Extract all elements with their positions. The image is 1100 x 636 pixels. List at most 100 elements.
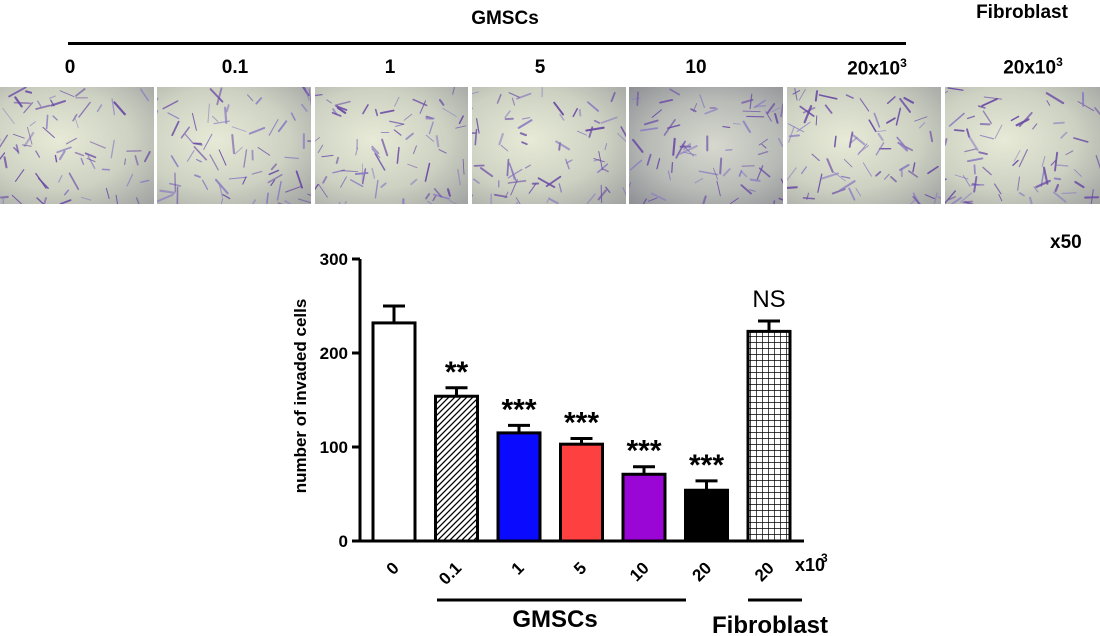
cell-mark <box>578 109 582 117</box>
cell-mark <box>983 96 1002 100</box>
cell-mark <box>315 93 323 97</box>
cell-mark <box>496 93 502 104</box>
cell-mark <box>820 172 839 180</box>
cell-mark <box>270 163 278 171</box>
cell-mark <box>978 151 988 156</box>
cell-mark <box>371 148 381 159</box>
cell-mark <box>1090 189 1094 204</box>
gmsc-group-title: GMSCs <box>471 8 539 29</box>
cell-mark <box>954 174 969 180</box>
cell-mark <box>839 180 856 192</box>
cell-mark <box>555 140 571 151</box>
cell-mark <box>113 101 126 116</box>
cell-mark <box>435 135 440 148</box>
cell-mark <box>504 110 511 119</box>
cell-mark <box>167 112 180 120</box>
cell-mark <box>848 131 854 148</box>
cell-mark <box>457 168 461 186</box>
cell-mark <box>308 88 311 107</box>
cell-mark <box>371 145 380 155</box>
cell-mark <box>349 179 364 188</box>
cell-mark <box>873 112 881 128</box>
panel-label-10: 10 <box>685 57 707 78</box>
cell-mark <box>855 187 862 197</box>
cell-mark <box>194 174 201 178</box>
cell-mark <box>395 123 404 127</box>
cell-mark <box>207 103 210 123</box>
cell-mark <box>410 178 418 186</box>
micrograph-20-fibroblast <box>945 87 1100 204</box>
cell-mark <box>1017 176 1021 191</box>
cell-mark <box>2 107 15 124</box>
cell-mark <box>432 195 437 202</box>
x-unit-label: x10 <box>795 555 825 575</box>
cell-mark <box>886 117 896 124</box>
cell-mark <box>96 104 103 113</box>
cell-mark <box>787 123 805 133</box>
cell-mark <box>407 163 418 169</box>
cell-mark <box>455 125 467 129</box>
cell-mark <box>780 103 783 118</box>
cell-mark <box>966 157 984 163</box>
cell-mark <box>317 144 324 154</box>
cell-mark <box>298 198 311 204</box>
cell-mark <box>3 156 8 169</box>
x-tick-label-6: 20 <box>751 558 778 585</box>
cell-mark <box>42 126 55 139</box>
cell-mark <box>63 189 70 196</box>
cell-mark <box>1056 164 1069 167</box>
cell-mark <box>517 119 533 129</box>
cell-mark <box>12 133 25 139</box>
cell-mark <box>777 137 783 147</box>
cell-mark <box>811 153 820 162</box>
cell-mark <box>646 153 652 166</box>
cell-mark <box>903 96 915 104</box>
cell-mark <box>982 110 992 124</box>
cell-mark <box>157 193 174 203</box>
cell-mark <box>631 97 641 100</box>
cell-mark <box>953 129 965 132</box>
bar-4 <box>621 472 667 543</box>
cell-mark <box>35 150 41 158</box>
cell-mark <box>438 98 445 106</box>
cell-mark <box>909 199 916 204</box>
cell-mark <box>719 157 723 175</box>
cell-mark <box>553 101 565 116</box>
cell-mark <box>794 87 798 101</box>
cell-mark <box>266 192 269 204</box>
cell-mark <box>59 199 72 204</box>
cell-mark <box>0 195 9 199</box>
cell-mark <box>778 197 783 201</box>
x-tick-label-1: 0.1 <box>435 558 465 588</box>
cell-mark <box>243 149 248 168</box>
cell-mark <box>1046 100 1051 106</box>
cell-mark <box>918 122 926 129</box>
cell-mark <box>334 100 351 106</box>
cell-mark <box>515 197 521 204</box>
cell-mark <box>629 159 643 171</box>
cell-mark <box>899 163 910 171</box>
cell-mark <box>442 107 457 117</box>
cell-mark <box>331 111 342 117</box>
cell-mark <box>180 126 190 139</box>
fibroblast-group-label: Fibroblast <box>712 612 828 636</box>
bar-3 <box>559 442 604 543</box>
magnification-label: x50 <box>1050 232 1082 253</box>
cell-mark <box>11 194 23 204</box>
cell-mark <box>68 172 80 191</box>
cell-mark <box>754 104 767 108</box>
x-tick-label-5: 20 <box>689 558 716 585</box>
cell-mark <box>201 179 209 191</box>
x-tick-label-3: 5 <box>570 558 590 578</box>
cell-mark <box>231 133 236 155</box>
cell-mark <box>890 176 897 183</box>
cell-mark <box>682 151 697 156</box>
cell-mark <box>247 94 254 102</box>
cell-mark <box>981 98 998 107</box>
cell-mark <box>548 197 559 204</box>
cell-mark <box>742 110 761 113</box>
cell-mark <box>326 99 332 104</box>
cell-mark <box>234 146 243 155</box>
cell-mark <box>852 134 866 146</box>
cell-mark <box>694 178 704 184</box>
